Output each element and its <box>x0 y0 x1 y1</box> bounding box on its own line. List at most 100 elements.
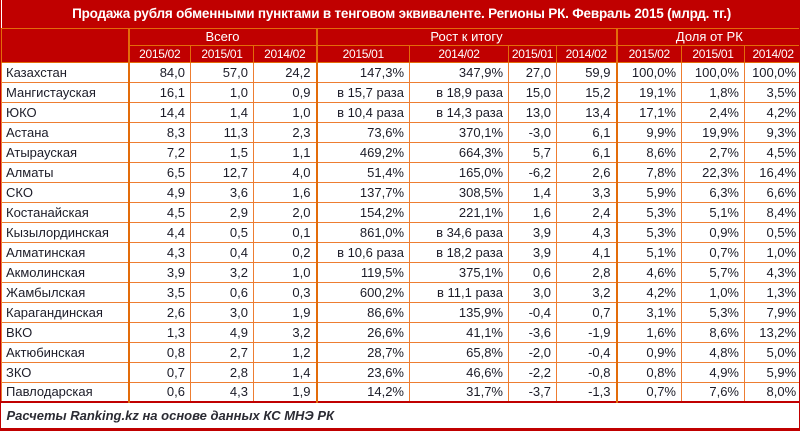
value-cell: 1,4 <box>253 361 317 383</box>
value-cell: 154,2% <box>315 201 410 223</box>
value-cell: 5,3% <box>615 201 682 223</box>
value-cell: 3,0 <box>508 281 557 303</box>
value-cell: 6,3% <box>681 181 745 203</box>
value-cell: 23,6% <box>315 361 410 383</box>
value-cell: 17,1% <box>615 101 682 123</box>
value-cell: 28,7% <box>315 341 410 363</box>
region-cell: ЮКО <box>1 101 129 123</box>
value-cell: 3,0 <box>190 301 254 323</box>
value-cell: -0,4 <box>508 301 557 323</box>
region-cell: Атырауская <box>1 141 129 163</box>
period-header: 2014/02 <box>253 44 317 63</box>
value-cell: 2,7% <box>681 141 745 163</box>
value-cell: 5,0% <box>743 341 799 363</box>
value-cell: 2,6 <box>127 301 191 323</box>
value-cell: 0,4 <box>190 241 254 263</box>
value-cell: 5,3% <box>681 301 745 323</box>
value-cell: 0,6 <box>508 261 557 283</box>
region-cell: ЗКО <box>1 361 129 383</box>
value-cell: 1,6 <box>508 201 557 223</box>
group-header-total: Всего <box>127 27 317 46</box>
value-cell: 137,7% <box>315 181 410 203</box>
value-cell: 8,6% <box>681 321 745 343</box>
value-cell: 8,0% <box>743 381 799 403</box>
table-row: Костанайская 4,5 2,9 2,0 154,2% 221,1% 1,6 2,4 5… <box>1 201 799 223</box>
value-cell: 3,5 <box>127 281 191 303</box>
region-cell: Астана <box>1 121 129 143</box>
value-cell: 4,2% <box>615 281 682 303</box>
table-row: Алматы 6,5 12,7 4,0 51,4% 165,0% -6,2 2,6 7,8% 22… <box>1 161 799 183</box>
table-row: Акмолинская 3,9 3,2 1,0 119,5% 375,1% 0,6 2,8 4,… <box>1 261 799 283</box>
table-row: Мангистауская 16,1 1,0 0,9 в 15,7 раза в 18,9… <box>1 81 799 103</box>
value-cell: -1,9 <box>556 321 617 343</box>
value-cell: 2,4% <box>681 101 745 123</box>
title-row: Продажа рубля обменными пунктами в тенго… <box>1 0 799 29</box>
period-header: 2015/01 <box>508 44 557 63</box>
value-cell: 1,0 <box>253 101 317 123</box>
region-cell: Мангистауская <box>1 81 129 103</box>
table-row: ЗКО 0,7 2,8 1,4 23,6% 46,6% -2,2 -0,8 0,8% 4,9% 5,… <box>1 361 799 383</box>
value-cell: 3,9 <box>508 241 557 263</box>
value-cell: 7,2 <box>127 141 191 163</box>
value-cell: 0,3 <box>253 281 317 303</box>
value-cell: 2,6 <box>556 161 617 183</box>
table-title: Продажа рубля обменными пунктами в тенго… <box>1 0 799 29</box>
value-cell: 4,3% <box>743 261 799 283</box>
value-cell: в 11,1 раза <box>409 281 509 303</box>
value-cell: 5,7 <box>508 141 557 163</box>
value-cell: 4,3 <box>127 241 191 263</box>
value-cell: 1,4 <box>508 181 557 203</box>
value-cell: 1,9 <box>253 301 317 323</box>
value-cell: 0,6 <box>127 381 191 403</box>
period-header: 2015/01 <box>190 44 254 63</box>
value-cell: 6,6% <box>743 181 799 203</box>
value-cell: 4,4 <box>127 221 191 243</box>
value-cell: 59,9 <box>556 61 617 83</box>
value-cell: 4,9 <box>127 181 191 203</box>
region-cell: Павлодарская <box>1 381 129 403</box>
value-cell: 6,1 <box>556 141 617 163</box>
value-cell: 3,1% <box>615 301 682 323</box>
value-cell: в 18,9 раза <box>409 81 509 103</box>
region-cell: Акмолинская <box>1 261 129 283</box>
value-cell: 5,9% <box>615 181 682 203</box>
value-cell: 370,1% <box>409 121 509 143</box>
value-cell: в 14,3 раза <box>409 101 509 123</box>
value-cell: 1,3 <box>127 321 191 343</box>
value-cell: 6,5 <box>127 161 191 183</box>
source-note: Расчеты Ranking.kz на основе данных КС М… <box>1 401 799 428</box>
table-body: Казахстан 84,0 57,0 24,2 147,3% 347,9% 27,0 59,… <box>1 61 799 403</box>
period-header: 2014/02 <box>409 44 509 63</box>
value-cell: 13,2% <box>743 321 799 343</box>
region-cell: Жамбылская <box>1 281 129 303</box>
value-cell: 1,4 <box>190 101 254 123</box>
value-cell: 0,1 <box>253 221 317 243</box>
value-cell: 41,1% <box>409 321 509 343</box>
value-cell: в 34,6 раза <box>409 221 509 243</box>
table-row: Павлодарская 0,6 4,3 1,9 14,2% 31,7% -3,7 -1,3 0… <box>1 381 799 403</box>
value-cell: 4,5 <box>127 201 191 223</box>
value-cell: -0,8 <box>556 361 617 383</box>
value-cell: -3,6 <box>508 321 557 343</box>
value-cell: 0,7 <box>556 301 617 323</box>
table-row: Атырауская 7,2 1,5 1,1 469,2% 664,3% 5,7 6,1 8,6… <box>1 141 799 163</box>
value-cell: 1,0% <box>743 241 799 263</box>
value-cell: 1,9 <box>253 381 317 403</box>
region-cell: Казахстан <box>1 61 129 83</box>
value-cell: 2,8 <box>556 261 617 283</box>
value-cell: 9,3% <box>743 121 799 143</box>
value-cell: 0,9% <box>615 341 682 363</box>
value-cell: 1,0 <box>253 261 317 283</box>
value-cell: 119,5% <box>315 261 410 283</box>
value-cell: 51,4% <box>315 161 410 183</box>
table-row: Кызылординская 4,4 0,5 0,1 861,0% в 34,6 раза… <box>1 221 799 243</box>
value-cell: -1,3 <box>556 381 617 403</box>
table-row: Актюбинская 0,8 2,7 1,2 28,7% 65,8% -2,0 -0,4 0,… <box>1 341 799 363</box>
value-cell: 469,2% <box>315 141 410 163</box>
value-cell: -6,2 <box>508 161 557 183</box>
value-cell: 4,2% <box>743 101 799 123</box>
value-cell: -0,4 <box>556 341 617 363</box>
period-header: 2015/01 <box>315 44 410 63</box>
